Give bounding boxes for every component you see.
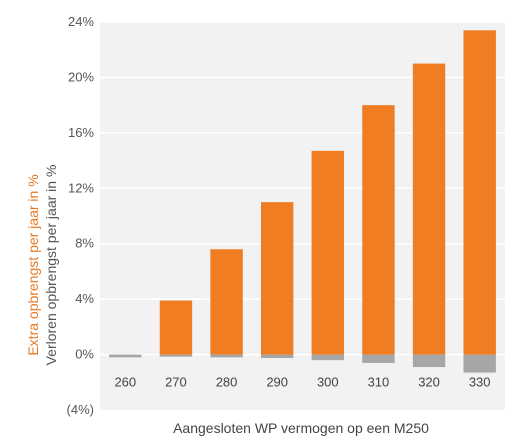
x-category-label: 310 [368,374,390,389]
bar-lost-310 [362,354,395,363]
x-axis-title: Aangesloten WP vermogen op een M250 [173,420,429,436]
bar-lost-330 [463,354,496,373]
bar-lost-280 [210,354,243,358]
bar-extra-270 [159,300,193,355]
x-category-label: 300 [317,374,339,389]
bar-lost-270 [159,354,193,357]
bar-lost-300 [311,354,345,361]
x-category-label: 330 [469,374,491,389]
y-tick-label: (4%) [67,402,94,417]
y-tick-label: 0% [75,347,94,362]
y-axis-ticks: 24% 20% 16% 12% 8% 4% 0% (4%) [67,14,95,417]
bar-lost-320 [412,354,446,368]
x-category-label: 290 [266,374,288,389]
y-axis-title-lost: Verloren opbrengst per jaar in % [43,165,59,366]
bar-extra-290 [260,202,294,355]
bar-lost-260 [109,354,142,358]
x-category-label: 270 [165,374,187,389]
bar-extra-320 [412,63,446,355]
x-axis-categories: 260 270 280 290 300 310 320 330 [114,374,490,389]
y-tick-label: 4% [75,291,94,306]
x-category-label: 280 [216,374,238,389]
y-axis-title-extra: Extra opbrengst per jaar in % [25,174,41,355]
x-category-label: 320 [418,374,440,389]
y-tick-label: 16% [68,125,94,140]
y-tick-label: 24% [68,14,94,29]
bar-extra-310 [362,105,395,355]
bar-extra-330 [463,30,496,355]
bar-lost-290 [260,354,294,359]
bar-extra-300 [311,150,345,355]
y-tick-label: 12% [68,180,94,195]
bar-extra-280 [210,249,243,355]
y-tick-label: 8% [75,236,94,251]
x-category-label: 260 [114,374,136,389]
bars [109,30,496,373]
y-tick-label: 20% [68,69,94,84]
